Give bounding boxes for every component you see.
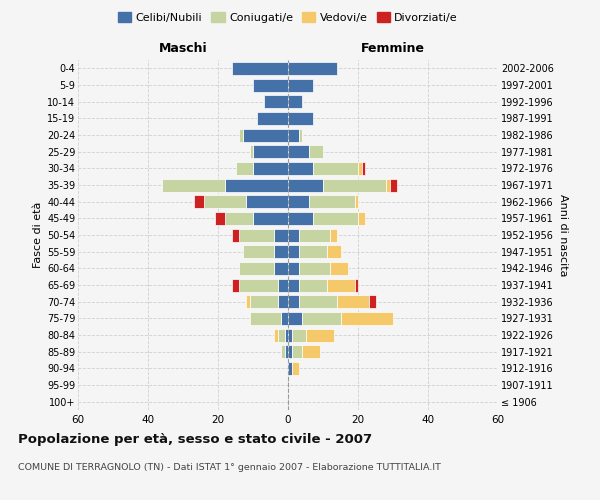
Bar [288,295,299,308]
Bar [284,345,288,358]
Bar [305,328,334,342]
Bar [246,195,288,208]
Bar [288,112,313,125]
Bar [288,195,309,208]
Bar [288,78,313,92]
Bar [299,245,326,258]
Bar [274,262,288,275]
Bar [358,162,361,175]
Bar [326,245,341,258]
Bar [274,245,288,258]
Text: Maschi: Maschi [158,42,208,55]
Bar [246,295,250,308]
Bar [274,328,277,342]
Bar [313,212,358,225]
Bar [225,212,253,225]
Bar [277,328,284,342]
Bar [302,312,341,325]
Y-axis label: Anni di nascita: Anni di nascita [557,194,568,276]
Bar [288,212,313,225]
Bar [288,345,292,358]
Bar [215,212,225,225]
Bar [292,345,302,358]
Bar [239,278,277,291]
Bar [299,295,337,308]
Bar [225,178,288,192]
Bar [302,345,320,358]
Bar [274,228,288,241]
Bar [281,312,288,325]
Bar [239,262,274,275]
Bar [284,328,288,342]
Bar [288,145,309,158]
Bar [235,162,253,175]
Bar [355,195,358,208]
Bar [358,212,365,225]
Bar [162,178,225,192]
Bar [204,195,246,208]
Bar [292,328,305,342]
Bar [288,228,299,241]
Bar [292,362,299,375]
Bar [299,228,330,241]
Bar [281,345,284,358]
Bar [232,62,288,75]
Bar [355,278,358,291]
Bar [341,312,393,325]
Bar [288,362,292,375]
Bar [239,128,242,141]
Y-axis label: Fasce di età: Fasce di età [32,202,43,268]
Bar [263,95,288,108]
Bar [361,162,365,175]
Bar [239,228,274,241]
Bar [330,228,337,241]
Bar [253,162,288,175]
Bar [253,145,288,158]
Bar [313,162,358,175]
Legend: Celibi/Nubili, Coniugati/e, Vedovi/e, Divorziati/e: Celibi/Nubili, Coniugati/e, Vedovi/e, Di… [113,8,463,28]
Bar [257,112,288,125]
Bar [309,145,323,158]
Bar [299,278,326,291]
Bar [288,328,292,342]
Bar [288,95,302,108]
Bar [253,78,288,92]
Bar [288,128,299,141]
Bar [250,312,281,325]
Text: Femmine: Femmine [361,42,425,55]
Bar [232,278,239,291]
Bar [299,262,330,275]
Bar [277,278,288,291]
Bar [193,195,204,208]
Bar [323,178,386,192]
Bar [242,128,288,141]
Bar [288,312,302,325]
Bar [253,212,288,225]
Bar [368,295,376,308]
Bar [288,278,299,291]
Bar [288,162,313,175]
Bar [288,262,299,275]
Bar [337,295,368,308]
Bar [389,178,397,192]
Bar [309,195,355,208]
Bar [250,295,277,308]
Bar [299,128,302,141]
Bar [277,295,288,308]
Bar [288,178,323,192]
Bar [232,228,239,241]
Text: COMUNE DI TERRAGNOLO (TN) - Dati ISTAT 1° gennaio 2007 - Elaborazione TUTTITALIA: COMUNE DI TERRAGNOLO (TN) - Dati ISTAT 1… [18,462,441,471]
Bar [288,245,299,258]
Bar [242,245,274,258]
Bar [288,62,337,75]
Bar [250,145,253,158]
Text: Popolazione per età, sesso e stato civile - 2007: Popolazione per età, sesso e stato civil… [18,432,372,446]
Bar [330,262,347,275]
Bar [326,278,355,291]
Bar [386,178,389,192]
